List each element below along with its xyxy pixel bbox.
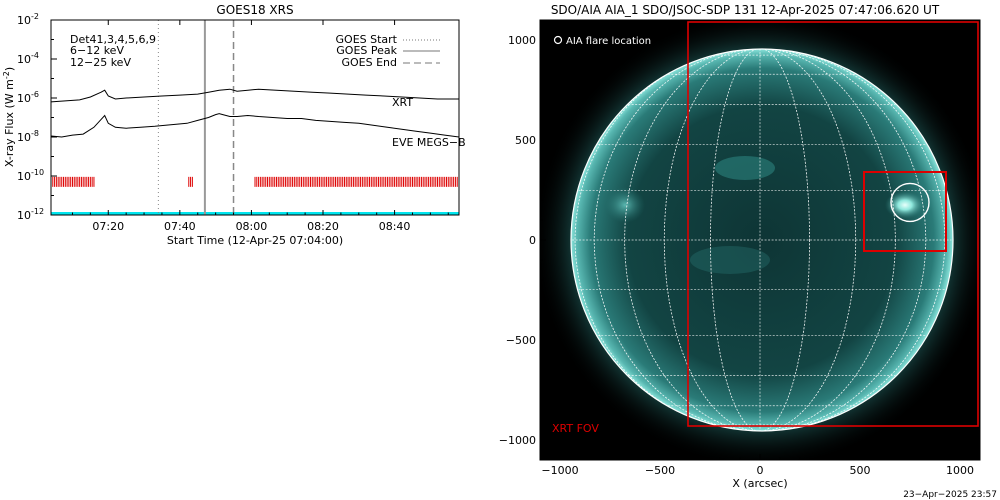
- y-tick-label: 10: [17, 170, 31, 183]
- xrt-fov-box: [687, 21, 979, 427]
- y-tick-exponent: -8: [31, 129, 39, 138]
- y-tick-exponent: -12: [31, 207, 44, 216]
- aia-y-tick-label: 0: [529, 234, 536, 247]
- longitude-line: [663, 49, 857, 431]
- legend-goes-peak-label: GOES Peak: [336, 44, 397, 57]
- flare-bright-kernel: [885, 191, 925, 219]
- xrt-label: XRT: [392, 96, 413, 109]
- east-limb-active-region: [605, 187, 645, 223]
- xrt-zoom-box: [863, 171, 947, 252]
- xrt-fov-label: XRT FOV: [552, 422, 599, 435]
- footer-timestamp: 23−Apr−2025 23:57: [903, 490, 997, 500]
- aia-x-tick-label: 500: [850, 464, 871, 477]
- eve-megs-b-label: EVE MEGS−B: [392, 136, 466, 149]
- south-active-band: [690, 246, 770, 274]
- aia-image-panel: SDO/AIA AIA_1 SDO/JSOC-SDP 131 12-Apr-20…: [499, 3, 981, 490]
- aia-y-tick-label: −500: [506, 334, 536, 347]
- aia-title: SDO/AIA AIA_1 SDO/JSOC-SDP 131 12-Apr-20…: [551, 3, 940, 17]
- goes-plot-area: [51, 20, 459, 215]
- x-tick-label: 07:20: [92, 220, 124, 233]
- aia-axis-ticks: −1000 −500 0 500 1000 −1000 −500 0 500 1000: [499, 34, 974, 477]
- aia-flare-location-label: AIA flare location: [566, 36, 651, 47]
- goes-short-channel-series: [51, 113, 459, 138]
- y-tick-exponent: -4: [31, 51, 39, 60]
- aia-x-tick-label: 0: [757, 464, 764, 477]
- x-tick-label: 08:00: [236, 220, 268, 233]
- disk-features: [605, 156, 925, 274]
- aia-flare-location-marker: [890, 182, 930, 223]
- y-tick-label: 10: [17, 53, 31, 66]
- x-tick-label: 08:40: [379, 220, 411, 233]
- y-tick-label: 10: [17, 14, 31, 27]
- y-tick-label: 10: [17, 209, 31, 222]
- aia-y-tick-label: 500: [515, 134, 536, 147]
- band-12-25kev-label: 12−25 keV: [70, 56, 131, 69]
- y-tick-exponent: -10: [31, 168, 44, 177]
- longitude-line: [710, 49, 810, 431]
- detector-label: Det41,3,4,5,6,9: [70, 33, 156, 46]
- goes-ylabel: X-ray Flux (W m-2): [2, 67, 16, 167]
- y-tick-exponent: -2: [31, 12, 39, 21]
- xrt-coverage-marks: [51, 176, 459, 187]
- aia-x-tick-label: 1000: [946, 464, 974, 477]
- longitude-line: [624, 49, 896, 431]
- goes-xlabel: Start Time (12-Apr-25 07:04:00): [167, 234, 343, 247]
- goes-title: GOES18 XRS: [216, 3, 293, 17]
- legend-goes-start-label: GOES Start: [336, 33, 398, 46]
- aia-y-tick-label: 1000: [508, 34, 536, 47]
- band-6-12kev-label: 6−12 keV: [70, 44, 124, 57]
- y-tick-label: 10: [17, 92, 31, 105]
- longitude-line: [593, 49, 927, 431]
- aia-x-tick-label: −500: [645, 464, 675, 477]
- aia-y-tick-label: −1000: [499, 434, 536, 447]
- goes-long-channel-series: [51, 88, 459, 103]
- x-tick-label: 08:20: [307, 220, 339, 233]
- aia-xlabel: X (arcsec): [732, 477, 787, 490]
- heliographic-grid: [571, 49, 952, 431]
- x-tick-label: 07:40: [164, 220, 196, 233]
- flare-legend-icon: [553, 35, 563, 45]
- aia-x-tick-label: −1000: [541, 464, 578, 477]
- legend-goes-end-label: GOES End: [341, 56, 397, 69]
- y-tick-exponent: -6: [31, 90, 39, 99]
- solar-limb: [570, 48, 954, 432]
- goes-legend: GOES Start GOES Peak GOES End: [336, 33, 440, 69]
- longitude-line: [574, 49, 946, 431]
- north-active-band: [715, 156, 775, 180]
- y-tick-label: 10: [17, 131, 31, 144]
- aia-image: AIA flare location XRT FOV: [540, 20, 980, 460]
